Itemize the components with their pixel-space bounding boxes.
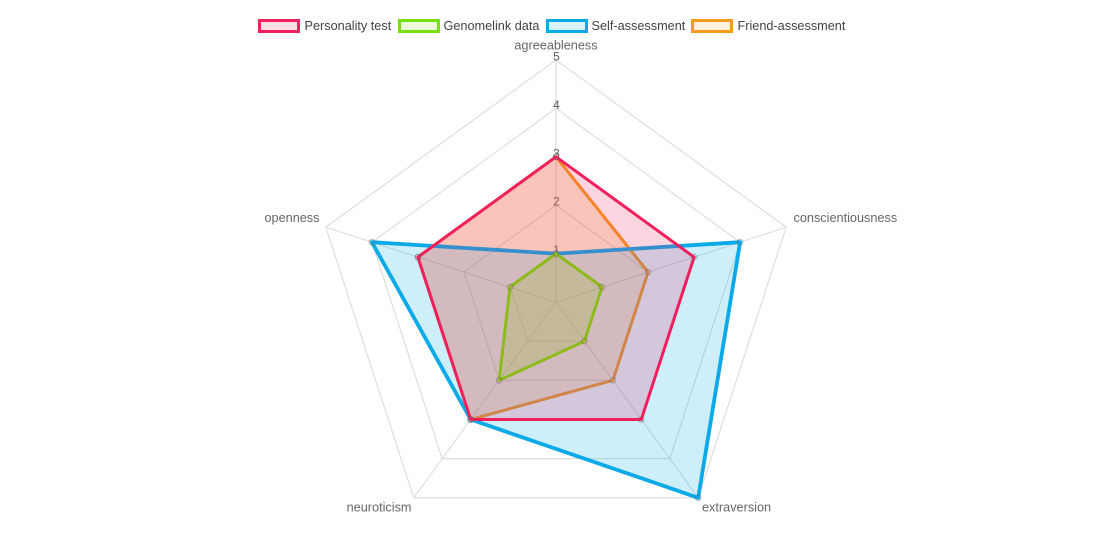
svg-text:agreeableness: agreeableness bbox=[514, 39, 597, 53]
svg-text:neuroticism: neuroticism bbox=[347, 501, 412, 515]
svg-text:2: 2 bbox=[553, 195, 560, 209]
svg-text:3: 3 bbox=[553, 146, 560, 160]
svg-text:extraversion: extraversion bbox=[702, 501, 771, 515]
svg-text:conscientiousness: conscientiousness bbox=[794, 211, 898, 225]
svg-text:4: 4 bbox=[553, 98, 560, 112]
svg-text:1: 1 bbox=[553, 243, 560, 257]
svg-text:openness: openness bbox=[264, 211, 319, 225]
svg-text:5: 5 bbox=[553, 50, 560, 64]
